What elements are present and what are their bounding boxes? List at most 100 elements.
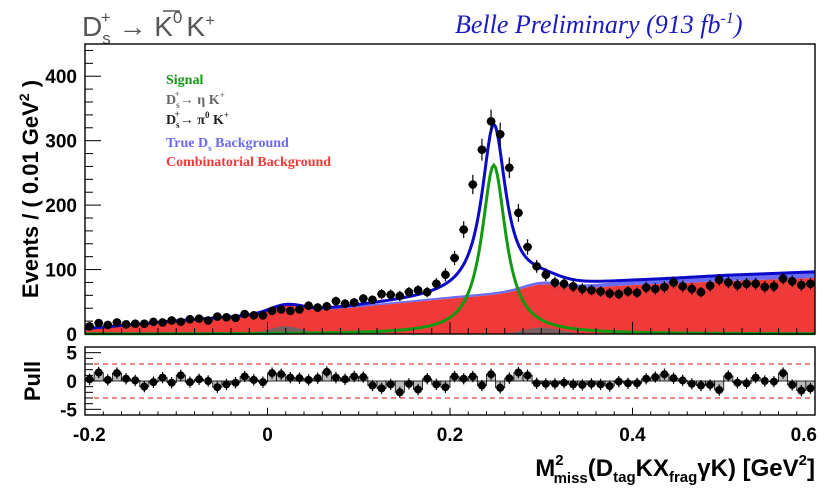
data-point <box>477 145 487 154</box>
pull-point <box>313 374 322 383</box>
pull-point <box>231 378 240 387</box>
pull-point <box>733 378 742 387</box>
data-point <box>742 279 751 289</box>
pull-point <box>94 368 103 377</box>
data-point <box>149 317 158 327</box>
data-point <box>286 306 295 316</box>
data-point <box>587 285 596 295</box>
pull-point <box>751 373 760 382</box>
data-point <box>176 317 186 327</box>
experiment-label-close: ) <box>732 10 743 39</box>
pull-point <box>341 375 350 384</box>
data-point <box>112 318 122 327</box>
pull-point <box>797 386 806 395</box>
pull-point <box>769 377 778 386</box>
data-point <box>769 282 779 291</box>
data-point <box>258 311 268 320</box>
data-point <box>495 129 505 139</box>
pull-point <box>623 379 632 388</box>
pull-point <box>569 380 578 389</box>
pull-point <box>514 368 523 377</box>
pull-point <box>131 376 140 385</box>
data-point <box>140 319 149 328</box>
data-point <box>660 282 669 292</box>
data-point <box>450 253 459 263</box>
pull-point <box>651 373 660 382</box>
data-point <box>669 278 678 287</box>
data-point <box>751 279 760 289</box>
data-point <box>213 312 222 321</box>
pull-point <box>286 373 295 382</box>
data-point <box>322 301 332 311</box>
data-point <box>578 284 587 294</box>
pull-point <box>477 381 486 390</box>
data-point <box>623 287 633 296</box>
data-point <box>505 163 514 173</box>
pull-point <box>195 375 204 384</box>
data-point <box>222 312 231 322</box>
pull-point <box>176 371 185 380</box>
pull-point <box>295 374 304 383</box>
pull-point <box>779 369 788 378</box>
data-point <box>240 309 249 319</box>
true-ds-area <box>85 272 815 329</box>
pull-point <box>331 373 340 382</box>
pull-point <box>277 370 286 379</box>
main-plot-layer <box>84 109 816 336</box>
data-point <box>249 311 259 320</box>
decay-title: Ds+ → K0 K+ <box>82 8 215 48</box>
pull-point <box>103 375 112 384</box>
data-point <box>541 270 551 280</box>
pull-point <box>158 373 167 382</box>
data-point <box>432 279 441 289</box>
data-point <box>787 276 797 286</box>
pull-y-ticks: -5 0 5 <box>60 344 101 421</box>
data-point <box>331 296 341 306</box>
pull-point <box>468 372 477 381</box>
pull-point <box>149 378 158 387</box>
data-point <box>705 281 715 290</box>
pull-point <box>423 374 432 383</box>
pull-point <box>377 384 386 393</box>
legend-signal: Signal <box>166 73 203 88</box>
ylabel-sup: 2 <box>16 93 32 101</box>
data-point <box>231 313 240 323</box>
y-tick-label: 300 <box>45 132 77 153</box>
y-tick-label: 200 <box>45 196 77 217</box>
pull-point <box>304 375 313 384</box>
pull-point <box>614 377 623 386</box>
data-point <box>404 287 414 297</box>
title-k: K <box>186 11 205 42</box>
pull-point <box>112 369 121 378</box>
title-k0: K <box>154 11 173 42</box>
data-point <box>203 316 213 325</box>
x-tick-label: 0.2 <box>437 425 463 446</box>
pull-point <box>715 386 724 395</box>
pull-point <box>696 381 705 390</box>
pull-point <box>660 370 669 379</box>
data-point <box>550 278 560 287</box>
pull-point <box>249 375 258 384</box>
data-point <box>596 287 605 296</box>
pull-point <box>678 376 687 385</box>
data-point <box>724 278 733 287</box>
pull-point <box>450 372 459 381</box>
data-point <box>651 284 660 294</box>
pull-point <box>669 374 678 383</box>
pull-point <box>532 379 541 388</box>
data-point <box>368 295 377 305</box>
pull-point <box>213 383 222 392</box>
x-tick-label: 0 <box>262 425 273 446</box>
pull-point <box>496 383 505 392</box>
title-ds: D <box>82 11 102 42</box>
pull-point <box>140 382 149 391</box>
data-point <box>313 303 322 312</box>
data-point <box>276 305 286 314</box>
main-y-ticks: 0 100 200 300 400 <box>45 49 101 346</box>
pull-point <box>386 380 395 389</box>
pull-point <box>687 379 696 388</box>
data-point <box>514 208 523 218</box>
title-k0-sup: 0 <box>173 8 182 27</box>
pull-point <box>368 381 377 390</box>
